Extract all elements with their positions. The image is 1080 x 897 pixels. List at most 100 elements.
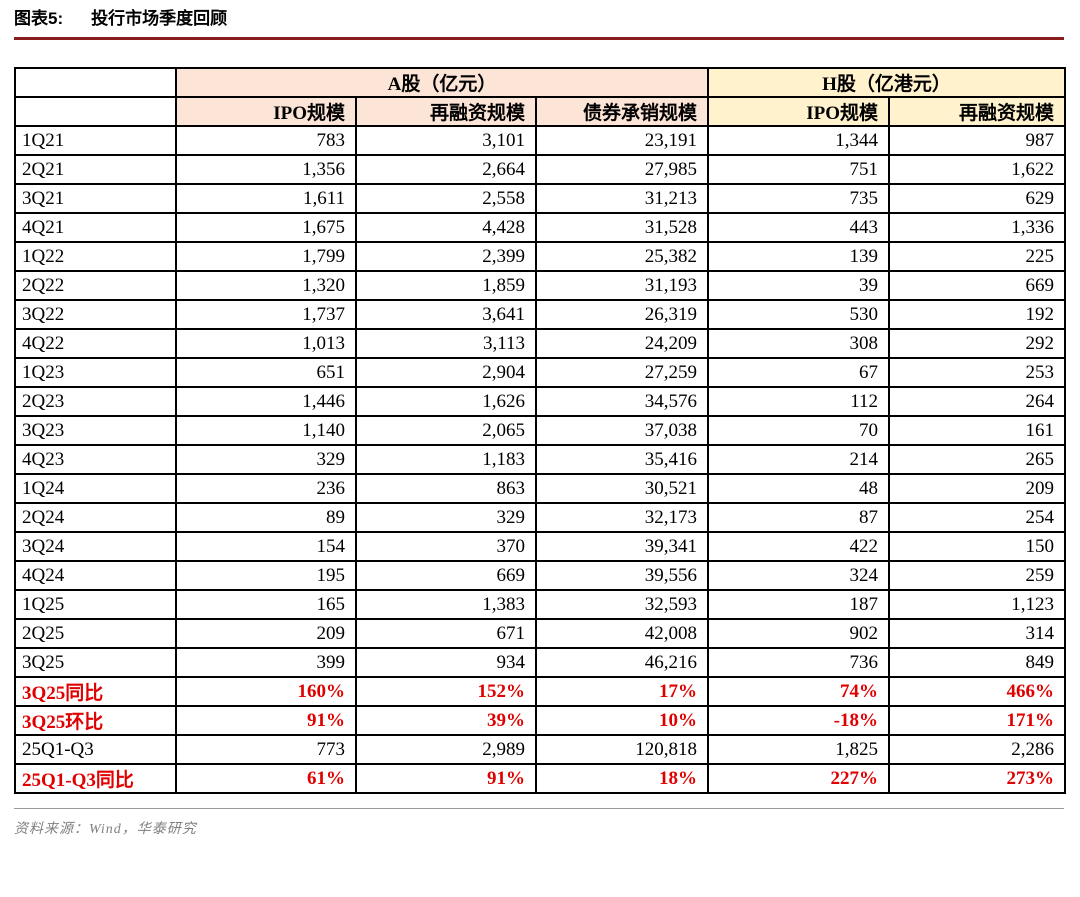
table-row: 3Q25 399 934 46,216 736 849 [14, 647, 1066, 678]
table-row: 3Q23 1,140 2,065 37,038 70 161 [14, 415, 1066, 446]
value-cell: 273% [888, 763, 1066, 794]
value-cell: 236 [175, 473, 357, 504]
value-cell: 2,989 [355, 734, 537, 765]
value-cell: 209 [888, 473, 1066, 504]
value-cell: 849 [888, 647, 1066, 678]
title-divider [14, 37, 1064, 40]
value-cell: 443 [707, 212, 890, 243]
row-label: 1Q21 [14, 125, 177, 156]
value-cell: 329 [355, 502, 537, 533]
value-cell: 32,173 [535, 502, 709, 533]
row-label: 3Q24 [14, 531, 177, 562]
group-header-a-share: A股（亿元） [175, 67, 709, 98]
row-label: 25Q1-Q3同比 [14, 763, 177, 794]
value-cell: 187 [707, 589, 890, 620]
table-row: 3Q22 1,737 3,641 26,319 530 192 [14, 299, 1066, 330]
value-cell: 1,320 [175, 270, 357, 301]
value-cell: 751 [707, 154, 890, 185]
value-cell: 67 [707, 357, 890, 388]
value-cell: 120,818 [535, 734, 709, 765]
value-cell: 171% [888, 705, 1066, 736]
value-cell: 934 [355, 647, 537, 678]
value-cell: 214 [707, 444, 890, 475]
value-cell: 671 [355, 618, 537, 649]
value-cell: 39% [355, 705, 537, 736]
value-cell: 3,101 [355, 125, 537, 156]
value-cell: 25,382 [535, 241, 709, 272]
row-label: 3Q25同比 [14, 676, 177, 707]
figure-name: 投行市场季度回顾 [91, 9, 228, 28]
value-cell: 91% [175, 705, 357, 736]
value-cell: 736 [707, 647, 890, 678]
value-cell: 735 [707, 183, 890, 214]
value-cell: 34,576 [535, 386, 709, 417]
value-cell: 225 [888, 241, 1066, 272]
value-cell: 48 [707, 473, 890, 504]
table-row: 1Q25 165 1,383 32,593 187 1,123 [14, 589, 1066, 620]
value-cell: 74% [707, 676, 890, 707]
value-cell: 669 [355, 560, 537, 591]
row-label: 1Q23 [14, 357, 177, 388]
row-label: 4Q22 [14, 328, 177, 359]
table-row: 4Q22 1,013 3,113 24,209 308 292 [14, 328, 1066, 359]
value-cell: 112 [707, 386, 890, 417]
value-cell: 61% [175, 763, 357, 794]
column-header: IPO规模 [707, 96, 890, 127]
value-cell: 1,344 [707, 125, 890, 156]
value-cell: 70 [707, 415, 890, 446]
table-row: 1Q22 1,799 2,399 25,382 139 225 [14, 241, 1066, 272]
value-cell: 31,193 [535, 270, 709, 301]
value-cell: 4,428 [355, 212, 537, 243]
value-cell: 329 [175, 444, 357, 475]
value-cell: 1,336 [888, 212, 1066, 243]
value-cell: 466% [888, 676, 1066, 707]
table-row: 3Q21 1,611 2,558 31,213 735 629 [14, 183, 1066, 214]
row-label: 3Q23 [14, 415, 177, 446]
value-cell: 1,825 [707, 734, 890, 765]
value-cell: 23,191 [535, 125, 709, 156]
value-cell: 31,528 [535, 212, 709, 243]
value-cell: 399 [175, 647, 357, 678]
value-cell: 39 [707, 270, 890, 301]
table-row: 2Q23 1,446 1,626 34,576 112 264 [14, 386, 1066, 417]
value-cell: 209 [175, 618, 357, 649]
table-row: 3Q24 154 370 39,341 422 150 [14, 531, 1066, 562]
value-cell: 259 [888, 560, 1066, 591]
value-cell: 902 [707, 618, 890, 649]
source-note: 资料来源：Wind，华泰研究 [14, 822, 197, 837]
row-label: 3Q25 [14, 647, 177, 678]
table-row: 2Q22 1,320 1,859 31,193 39 669 [14, 270, 1066, 301]
table-row: 2Q25 209 671 42,008 902 314 [14, 618, 1066, 649]
table-row: 2Q24 89 329 32,173 87 254 [14, 502, 1066, 533]
value-cell: 37,038 [535, 415, 709, 446]
value-cell: 863 [355, 473, 537, 504]
value-cell: 3,641 [355, 299, 537, 330]
value-cell: 91% [355, 763, 537, 794]
table-row: 3Q25环比 91% 39% 10% -18% 171% [14, 705, 1066, 736]
value-cell: 26,319 [535, 299, 709, 330]
value-cell: 1,799 [175, 241, 357, 272]
value-cell: 1,446 [175, 386, 357, 417]
value-cell: 160% [175, 676, 357, 707]
table-body: 1Q21 783 3,101 23,191 1,344 987 2Q21 1,356 2,664… [14, 125, 1066, 794]
value-cell: 422 [707, 531, 890, 562]
table-corner-cell [14, 67, 177, 98]
value-cell: 1,737 [175, 299, 357, 330]
figure-label: 图表5: [14, 9, 64, 28]
value-cell: 139 [707, 241, 890, 272]
table-corner-cell [14, 96, 177, 127]
value-cell: 773 [175, 734, 357, 765]
value-cell: 195 [175, 560, 357, 591]
value-cell: 253 [888, 357, 1066, 388]
value-cell: 87 [707, 502, 890, 533]
value-cell: 264 [888, 386, 1066, 417]
row-label: 4Q23 [14, 444, 177, 475]
value-cell: 2,558 [355, 183, 537, 214]
table-row: 2Q21 1,356 2,664 27,985 751 1,622 [14, 154, 1066, 185]
value-cell: 32,593 [535, 589, 709, 620]
value-cell: 1,675 [175, 212, 357, 243]
table-row: 25Q1-Q3 773 2,989 120,818 1,825 2,286 [14, 734, 1066, 765]
value-cell: 35,416 [535, 444, 709, 475]
value-cell: 530 [707, 299, 890, 330]
value-cell: 30,521 [535, 473, 709, 504]
